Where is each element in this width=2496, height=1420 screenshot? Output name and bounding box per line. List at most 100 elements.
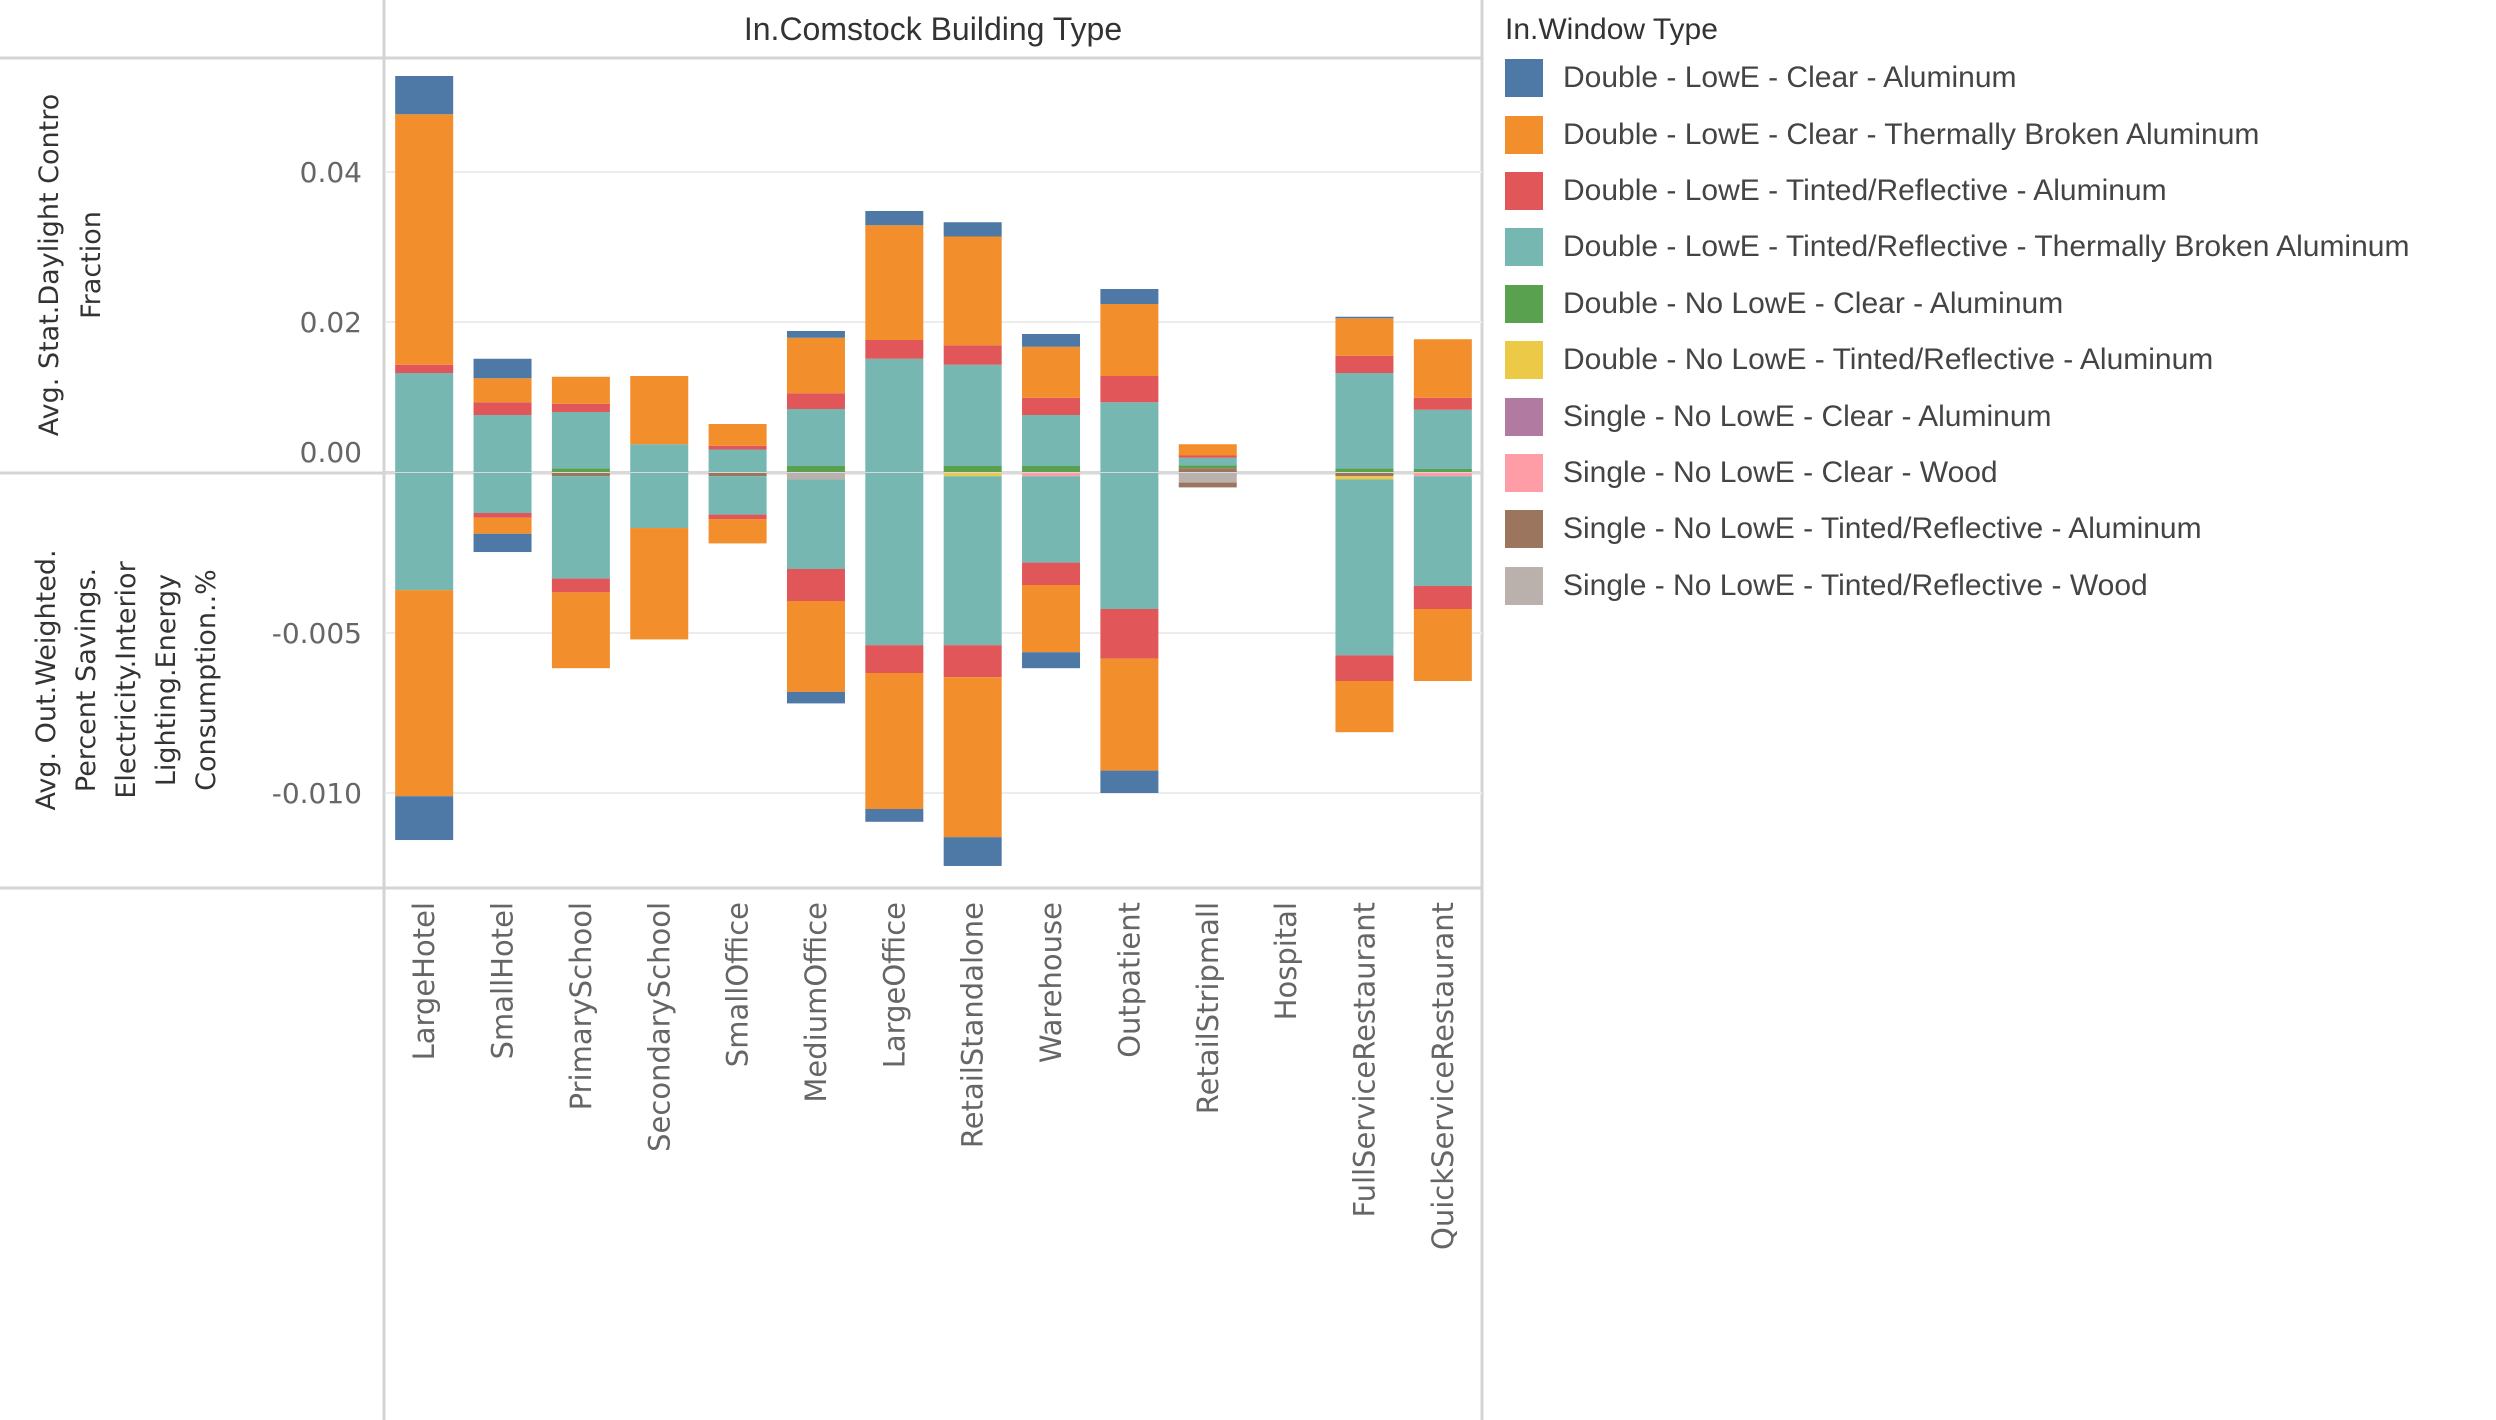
bar-segment-dl_clear_al[interactable]: FullServiceRestaurant / dl_clear_al: 0.0… — [1335, 316, 1394, 319]
bar-segment-dl_clear_al[interactable]: Outpatient / dl_clear_al: -0.0007 — [1100, 770, 1159, 793]
bar-segment-dl_clear_tb[interactable]: PrimarySchool / dl_clear_tb: 0.0036 — [551, 376, 610, 404]
bar-segment-dl_clear_tb[interactable]: SmallHotel / dl_clear_tb: 0.0032 — [473, 378, 532, 403]
bar-segment-dn_clear_al[interactable]: PrimarySchool / dn_clear_al: 0.0005 — [551, 468, 610, 472]
bar-segment-dl_tint_al[interactable]: Outpatient / dl_tint_al: -0.00155 — [1100, 609, 1159, 659]
bar-segment-dl_clear_tb[interactable]: MediumOffice / dl_clear_tb: -0.00284 — [786, 601, 845, 692]
bar-segment-sn_tint_al[interactable]: PrimarySchool / sn_tint_al: -0.0001 — [551, 473, 610, 477]
bar-segment-dl_clear_tb[interactable]: SecondarySchool / dl_clear_tb: -0.00348 — [630, 528, 689, 640]
legend-item[interactable]: Single - No LowE - Tinted/Reflective - W… — [1505, 558, 2409, 614]
bar-segment-dl_tint_al[interactable]: MediumOffice / dl_tint_al: 0.0021 — [786, 393, 845, 409]
legend-item[interactable]: Single - No LowE - Clear - Wood — [1505, 445, 2409, 501]
bar-segment-dl_tint_tb[interactable]: LargeHotel / dl_tint_tb: -0.00366 — [395, 473, 454, 591]
bar-segment-dl_tint_tb[interactable]: SmallOffice / dl_tint_tb: 0.003 — [708, 449, 767, 473]
bar-segment-dl_clear_tb[interactable]: QuickServiceRestaurant / dl_clear_tb: 0.… — [1413, 339, 1472, 398]
bar-segment-dl_clear_tb[interactable]: RetailStandalone / dl_clear_tb: -0.005 — [943, 677, 1002, 838]
bar-segment-dl_tint_al[interactable]: MediumOffice / dl_tint_al: -0.001 — [786, 569, 845, 601]
bar-segment-dn_tint_al[interactable]: RetailStandalone / dn_tint_al: -0.0001 — [943, 473, 1002, 477]
bar-segment-dn_clear_al[interactable]: RetailStandalone / dn_clear_al: 0.0008 — [943, 466, 1002, 472]
bar-segment-dl_clear_tb[interactable]: LargeOffice / dl_clear_tb: -0.00425 — [865, 673, 924, 809]
legend-item[interactable]: Double - No LowE - Clear - Aluminum — [1505, 276, 2409, 332]
bar-segment-dl_tint_al[interactable]: Warehouse / dl_tint_al: -0.0007 — [1022, 562, 1081, 585]
bar-segment-dl_clear_al[interactable]: RetailStandalone / dl_clear_al: 0.0019 — [943, 222, 1002, 237]
bar-segment-dl_clear_al[interactable]: LargeHotel / dl_clear_al: 0.0051 — [395, 76, 454, 115]
bar-segment-dl_tint_al[interactable]: SmallOffice / dl_tint_al: 0.0005 — [708, 445, 767, 450]
bar-segment-dl_clear_tb[interactable]: QuickServiceRestaurant / dl_clear_tb: -0… — [1413, 609, 1472, 681]
bar-segment-dl_tint_al[interactable]: RetailStripmall / dl_tint_al: 0.0003 — [1178, 455, 1237, 458]
bar-segment-sn_tint_al[interactable]: FullServiceRestaurant / sn_tint_al: -0.0… — [1335, 473, 1394, 477]
bar-segment-dl_clear_tb[interactable]: SecondarySchool / dl_clear_tb: 0.0091 — [630, 376, 689, 445]
bar-segment-dl_tint_tb[interactable]: LargeOffice / dl_tint_tb: 0.0151 — [865, 358, 924, 472]
legend-item[interactable]: Double - LowE - Clear - Aluminum — [1505, 50, 2409, 106]
bar-segment-dl_tint_tb[interactable]: MediumOffice / dl_tint_tb: -0.0028 — [786, 479, 845, 569]
bar-segment-dl_clear_tb[interactable]: LargeHotel / dl_clear_tb: 0.0334 — [395, 114, 454, 365]
bar-segment-dl_tint_al[interactable]: LargeOffice / dl_tint_al: -0.00087 — [865, 645, 924, 673]
bar-segment-dl_clear_al[interactable]: RetailStandalone / dl_clear_al: -0.0009 — [943, 837, 1002, 866]
bar-segment-dl_tint_al[interactable]: Outpatient / dl_tint_al: 0.0035 — [1100, 376, 1159, 403]
bar-segment-dl_clear_al[interactable]: Warehouse / dl_clear_al: -0.0005 — [1022, 652, 1081, 669]
bar-segment-dl_tint_tb[interactable]: RetailStripmall / dl_tint_tb: 0.001 — [1178, 457, 1237, 466]
bar-segment-dn_clear_al[interactable]: QuickServiceRestaurant / dn_clear_al: 0.… — [1413, 469, 1472, 472]
bar-segment-dl_tint_al[interactable]: PrimarySchool / dl_tint_al: 0.0011 — [551, 403, 610, 412]
bar-segment-dl_clear_tb[interactable]: FullServiceRestaurant / dl_clear_tb: -0.… — [1335, 681, 1394, 733]
bar-segment-dl_clear_tb[interactable]: PrimarySchool / dl_clear_tb: -0.00237 — [551, 592, 610, 669]
bar-segment-dl_tint_al[interactable]: FullServiceRestaurant / dl_tint_al: -0.0… — [1335, 655, 1394, 681]
bar-segment-dl_clear_tb[interactable]: SmallOffice / dl_clear_tb: 0.0029 — [708, 424, 767, 446]
bar-segment-dl_tint_al[interactable]: SmallHotel / dl_tint_al: 0.0017 — [473, 402, 532, 415]
bar-segment-dl_tint_tb[interactable]: Outpatient / dl_tint_tb: -0.00425 — [1100, 473, 1159, 609]
bar-segment-dl_clear_al[interactable]: SmallHotel / dl_clear_al: -0.00057 — [473, 533, 532, 553]
bar-segment-dl_tint_al[interactable]: SmallHotel / dl_tint_al: -0.00015 — [473, 513, 532, 518]
bar-segment-dl_tint_tb[interactable]: SmallHotel / dl_tint_tb: 0.0076 — [473, 415, 532, 472]
bar-segment-sn_tint_wood[interactable]: MediumOffice / sn_tint_wood: -0.0002 — [786, 473, 845, 480]
bar-segment-dl_tint_tb[interactable]: MediumOffice / dl_tint_tb: 0.0076 — [786, 409, 845, 466]
legend-item[interactable]: Double - No LowE - Tinted/Reflective - A… — [1505, 332, 2409, 388]
bar-segment-dl_tint_tb[interactable]: RetailStandalone / dl_tint_tb: 0.0135 — [943, 364, 1002, 466]
bar-segment-sn_clear_wood[interactable]: QuickServiceRestaurant / sn_clear_wood: … — [1413, 473, 1472, 477]
bar-segment-dl_tint_tb[interactable]: Warehouse / dl_tint_tb: 0.0068 — [1022, 415, 1081, 466]
bar-segment-dl_tint_al[interactable]: QuickServiceRestaurant / dl_tint_al: 0.0… — [1413, 397, 1472, 410]
bar-segment-dl_clear_al[interactable]: Outpatient / dl_clear_al: 0.002 — [1100, 289, 1159, 304]
bar-segment-dl_tint_tb[interactable]: LargeHotel / dl_tint_tb: 0.0132 — [395, 373, 454, 472]
bar-segment-dl_clear_tb[interactable]: Warehouse / dl_clear_tb: 0.0068 — [1022, 346, 1081, 398]
bar-segment-dl_clear_tb[interactable]: RetailStandalone / dl_clear_tb: 0.0145 — [943, 236, 1002, 346]
bar-segment-dl_tint_al[interactable]: QuickServiceRestaurant / dl_tint_al: -0.… — [1413, 585, 1472, 609]
bar-segment-dl_clear_tb[interactable]: RetailStripmall / dl_clear_tb: 0.0015 — [1178, 444, 1237, 456]
bar-segment-sn_tint_al[interactable]: RetailStripmall / sn_tint_al: -0.00015 — [1178, 482, 1237, 488]
bar-segment-dl_tint_tb[interactable]: RetailStandalone / dl_tint_tb: -0.00528 — [943, 476, 1002, 646]
legend-item[interactable]: Double - LowE - Tinted/Reflective - Alum… — [1505, 163, 2409, 219]
bar-segment-dl_clear_tb[interactable]: LargeOffice / dl_clear_tb: 0.0153 — [865, 225, 924, 340]
bar-segment-dn_clear_al[interactable]: FullServiceRestaurant / dn_clear_al: 0.0… — [1335, 468, 1394, 472]
bar-segment-sn_tint_wood[interactable]: RetailStripmall / sn_tint_wood: -0.0003 — [1178, 473, 1237, 483]
bar-segment-dl_tint_tb[interactable]: SmallHotel / dl_tint_tb: -0.00125 — [473, 473, 532, 513]
bar-segment-dl_tint_al[interactable]: LargeOffice / dl_tint_al: 0.0025 — [865, 340, 924, 359]
legend-item[interactable]: Single - No LowE - Clear - Aluminum — [1505, 388, 2409, 444]
bar-segment-dn_tint_al[interactable]: FullServiceRestaurant / dn_tint_al: -0.0… — [1335, 476, 1394, 480]
bar-segment-dl_clear_tb[interactable]: FullServiceRestaurant / dl_clear_tb: 0.0… — [1335, 318, 1394, 356]
bar-segment-dn_clear_al[interactable]: MediumOffice / dn_clear_al: 0.0008 — [786, 466, 845, 472]
bar-segment-dl_clear_tb[interactable]: LargeHotel / dl_clear_tb: -0.00644 — [395, 590, 454, 797]
bar-segment-dl_clear_al[interactable]: Warehouse / dl_clear_al: 0.0017 — [1022, 334, 1081, 347]
bar-segment-dl_tint_al[interactable]: RetailStandalone / dl_tint_al: -0.001 — [943, 645, 1002, 678]
legend-item[interactable]: Double - LowE - Tinted/Reflective - Ther… — [1505, 219, 2409, 275]
bar-segment-sn_tint_al[interactable]: RetailStripmall / sn_tint_al: 0.0005 — [1178, 468, 1237, 472]
bar-segment-dl_clear_al[interactable]: MediumOffice / dl_clear_al: 0.0009 — [786, 331, 845, 338]
bar-segment-dl_tint_tb[interactable]: SecondarySchool / dl_tint_tb: 0.0037 — [630, 444, 689, 472]
bar-segment-dn_clear_al[interactable]: Warehouse / dn_clear_al: 0.0008 — [1022, 466, 1081, 472]
bar-segment-dl_tint_tb[interactable]: QuickServiceRestaurant / dl_tint_tb: 0.0… — [1413, 409, 1472, 469]
bar-segment-dl_tint_al[interactable]: RetailStandalone / dl_tint_al: 0.0026 — [943, 345, 1002, 365]
bar-segment-dl_clear_tb[interactable]: SmallHotel / dl_clear_tb: -0.0005 — [473, 517, 532, 534]
bar-segment-dl_clear_tb[interactable]: SmallOffice / dl_clear_tb: -0.00076 — [708, 519, 767, 544]
bar-segment-dl_tint_tb[interactable]: FullServiceRestaurant / dl_tint_tb: -0.0… — [1335, 479, 1394, 656]
legend-item[interactable]: Single - No LowE - Tinted/Reflective - A… — [1505, 501, 2409, 557]
bar-segment-dl_clear_al[interactable]: LargeHotel / dl_clear_al: -0.00137 — [395, 796, 454, 841]
bar-segment-dl_tint_tb[interactable]: SmallOffice / dl_tint_tb: -0.0012 — [708, 476, 767, 515]
bar-segment-dl_clear_tb[interactable]: Outpatient / dl_clear_tb: 0.0096 — [1100, 304, 1159, 376]
bar-segment-dl_clear_al[interactable]: SmallHotel / dl_clear_al: 0.0026 — [473, 358, 532, 379]
bar-segment-dl_tint_tb[interactable]: PrimarySchool / dl_tint_tb: 0.0075 — [551, 412, 610, 469]
bar-segment-dl_tint_tb[interactable]: Outpatient / dl_tint_tb: 0.0093 — [1100, 402, 1159, 472]
bar-segment-dl_tint_al[interactable]: LargeHotel / dl_tint_al: 0.0011 — [395, 364, 454, 373]
bar-segment-dl_clear_tb[interactable]: MediumOffice / dl_clear_tb: 0.0074 — [786, 337, 845, 394]
bar-segment-dl_tint_al[interactable]: Warehouse / dl_tint_al: 0.0023 — [1022, 397, 1081, 415]
bar-segment-dl_clear_al[interactable]: LargeOffice / dl_clear_al: -0.0004 — [865, 809, 924, 822]
bar-segment-dl_tint_tb[interactable]: Warehouse / dl_tint_tb: -0.0027 — [1022, 476, 1081, 563]
bar-segment-dl_tint_tb[interactable]: QuickServiceRestaurant / dl_tint_tb: -0.… — [1413, 476, 1472, 586]
